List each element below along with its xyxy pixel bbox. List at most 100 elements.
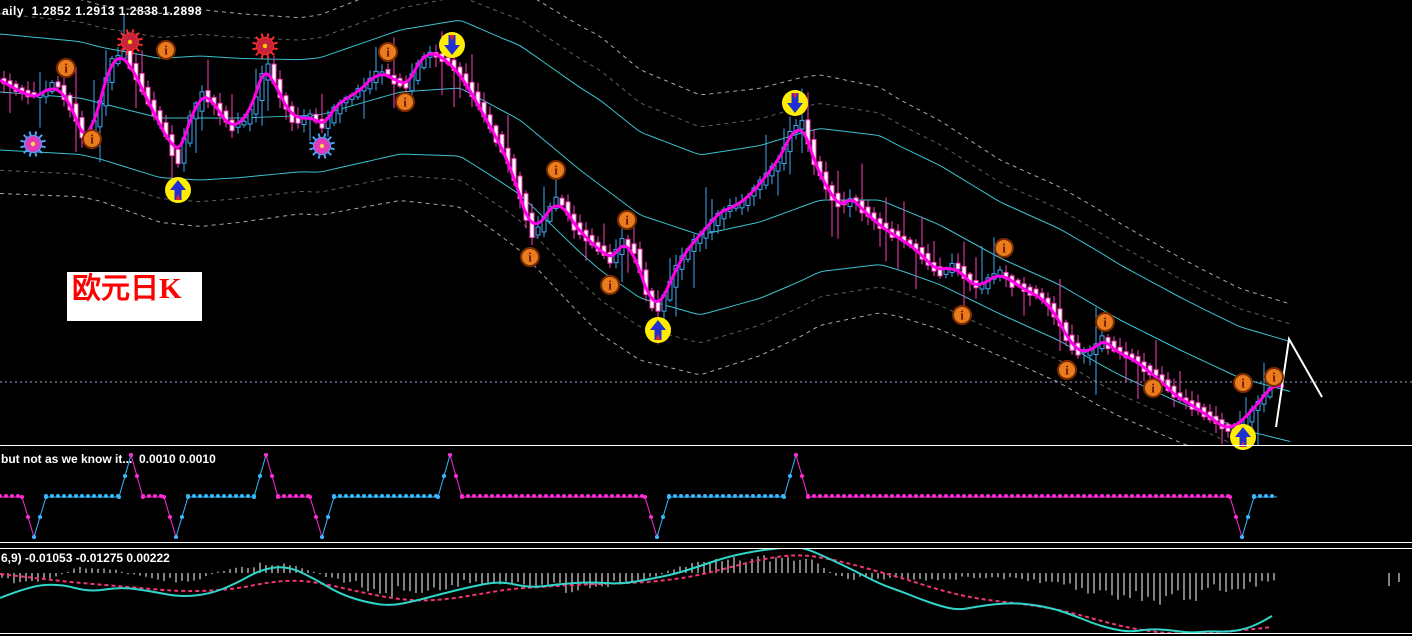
buy-signal-icon[interactable]	[20, 131, 46, 157]
macd-hist-bar	[223, 570, 225, 573]
info-signal-icon[interactable]: i	[994, 238, 1014, 258]
svg-text:i: i	[164, 43, 168, 58]
macd-hist-bar	[913, 573, 915, 580]
svg-text:i: i	[1103, 315, 1107, 330]
info-signal-icon[interactable]: i	[378, 42, 398, 62]
macd-hist-bar	[757, 556, 759, 573]
macd-hist-bar	[847, 573, 849, 579]
candle-bull	[613, 249, 619, 264]
macd-hist-bar	[1195, 573, 1197, 601]
macd-hist-bar	[877, 573, 879, 579]
macd-hist-bar	[559, 573, 561, 583]
macd-hist-bar	[19, 573, 21, 583]
up-arrow-signal[interactable]	[645, 317, 671, 343]
macd-hist-bar	[655, 573, 657, 577]
svg-text:i: i	[625, 213, 629, 228]
bollinger-band-line	[0, 87, 1291, 392]
candle-bear	[385, 68, 391, 75]
macd-hist-bar	[199, 573, 201, 580]
macd-hist-bar	[1225, 573, 1227, 592]
macd-hist-bar	[391, 573, 393, 598]
down-arrow-signal[interactable]	[439, 32, 465, 58]
macd-hist-bar	[307, 570, 309, 573]
info-signal-icon[interactable]: i	[156, 40, 176, 60]
candle-bull	[259, 73, 265, 102]
info-signal-icon[interactable]: i	[952, 305, 972, 325]
macd-hist-bar	[415, 573, 417, 594]
macd-hist-bar	[475, 573, 477, 582]
macd-hist-bar	[1093, 573, 1095, 594]
info-signal-icon[interactable]: i	[1095, 312, 1115, 332]
macd-hist-bar	[355, 573, 357, 581]
macd-hist-bar	[157, 573, 159, 580]
info-signal-icon[interactable]: i	[56, 58, 76, 78]
macd-hist-bar	[1075, 573, 1077, 590]
macd-hist-bar	[607, 573, 609, 588]
info-signal-icon[interactable]: i	[82, 129, 102, 149]
info-signal-icon[interactable]: i	[546, 160, 566, 180]
macd-hist-bar	[1051, 573, 1053, 582]
svg-text:i: i	[403, 95, 407, 110]
macd-hist-bar	[1045, 573, 1047, 582]
macd-hist-bar	[781, 557, 783, 573]
macd-hist-bar	[619, 573, 621, 585]
macd-hist-bar	[1063, 573, 1065, 585]
candle-bear	[175, 148, 181, 165]
macd-hist-bar	[709, 561, 711, 573]
macd-hist-bar	[247, 568, 249, 573]
macd-pane[interactable]	[0, 547, 1400, 633]
macd-hist-bar	[811, 559, 813, 573]
macd-hist-bar	[925, 573, 927, 581]
info-signal-icon[interactable]: i	[1143, 378, 1163, 398]
macd-hist-bar	[1027, 573, 1029, 582]
macd-hist-bar	[43, 573, 45, 580]
sell-signal-icon[interactable]	[252, 33, 278, 59]
macd-hist-bar	[1021, 573, 1023, 579]
outer-band-dashed	[0, 0, 1291, 325]
annotation-box[interactable]: 欧元日K	[67, 272, 202, 321]
info-signal-icon[interactable]: i	[1057, 360, 1077, 380]
macd-hist-bar	[631, 573, 633, 582]
macd-hist-bar	[841, 573, 843, 577]
info-signal-icon[interactable]: i	[1264, 367, 1284, 387]
down-arrow-signal[interactable]	[782, 90, 808, 116]
signal-pane[interactable]	[0, 453, 1277, 539]
macd-hist-bar	[13, 573, 15, 584]
macd-hist-bar	[121, 571, 123, 573]
macd-hist-bar	[1033, 573, 1035, 580]
macd-hist-bar	[865, 573, 867, 578]
up-arrow-signal[interactable]	[1230, 424, 1256, 450]
candle-bull	[307, 113, 313, 118]
macd-hist-bar	[715, 558, 717, 573]
macd-hist-bar	[1129, 573, 1131, 599]
info-signal-icon[interactable]: i	[1233, 373, 1253, 393]
macd-hist-bar	[379, 573, 381, 594]
trend-line[interactable]	[1275, 335, 1323, 428]
buy-signal-icon[interactable]	[309, 133, 335, 159]
macd-hist-bar	[211, 573, 213, 575]
macd-hist-bar	[385, 573, 387, 594]
macd-hist-bar	[271, 565, 273, 573]
up-arrow-signal[interactable]	[165, 177, 191, 203]
macd-hist-bar	[829, 571, 831, 573]
macd-hist-bar	[805, 558, 807, 573]
candle-bear	[631, 243, 637, 255]
macd-hist-bar	[979, 573, 981, 579]
sell-signal-icon[interactable]	[117, 29, 143, 55]
macd-hist-bar	[427, 573, 429, 591]
macd-hist-bar	[961, 573, 963, 577]
macd-hist-bar	[1213, 573, 1215, 585]
macd-hist-bar	[205, 573, 207, 577]
info-signal-icon[interactable]: i	[395, 92, 415, 112]
macd-hist-bar	[1183, 573, 1185, 601]
svg-text:i: i	[64, 61, 68, 76]
info-signal-icon[interactable]: i	[520, 247, 540, 267]
macd-hist-bar	[103, 568, 105, 573]
svg-text:i: i	[386, 45, 390, 60]
main-price-pane[interactable]	[0, 0, 1412, 479]
svg-text:i: i	[1151, 381, 1155, 396]
candle-bear	[55, 81, 61, 88]
info-signal-icon[interactable]: i	[617, 210, 637, 230]
info-signal-icon[interactable]: i	[600, 275, 620, 295]
